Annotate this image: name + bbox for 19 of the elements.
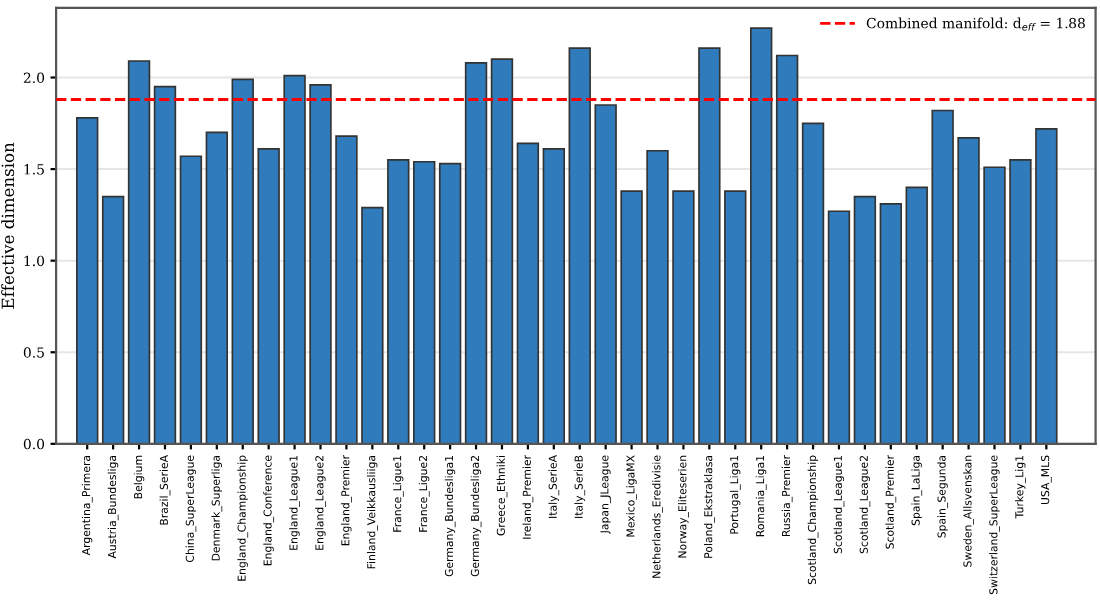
- bar: [412, 160, 436, 444]
- bar: [205, 131, 229, 444]
- bar: [749, 27, 773, 444]
- bar: [464, 62, 488, 444]
- bar: [101, 195, 125, 444]
- bar: [179, 155, 203, 444]
- bar: [542, 148, 566, 444]
- bar: [127, 60, 151, 444]
- bar: [853, 195, 877, 444]
- bar: [438, 162, 462, 444]
- bar: [76, 116, 99, 444]
- bar: [879, 203, 903, 444]
- y-axis-title: Effective dimension: [1, 142, 15, 309]
- bar: [775, 54, 799, 444]
- bar: [153, 85, 177, 444]
- bar: [490, 58, 514, 444]
- bar: [827, 210, 851, 444]
- bar: [516, 142, 540, 444]
- bar: [801, 122, 825, 444]
